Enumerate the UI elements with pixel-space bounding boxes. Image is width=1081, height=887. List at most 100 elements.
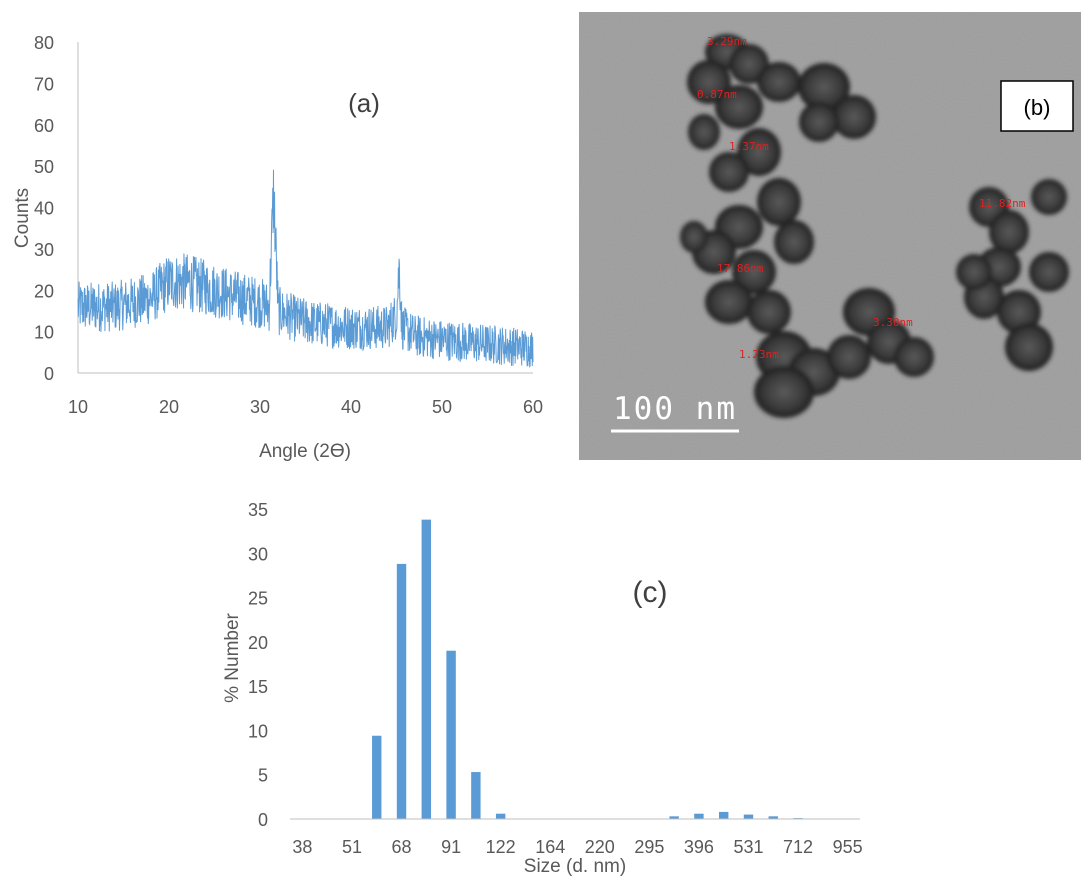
x-tick-label: 68 — [392, 837, 412, 857]
y-tick-label: 0 — [44, 364, 54, 384]
y-tick-label: 10 — [248, 721, 268, 741]
nanoparticle — [827, 335, 871, 379]
bar-91 — [446, 650, 456, 819]
y-tick-label: 30 — [34, 240, 54, 260]
y-axis: 0 10 20 30 40 50 60 70 80 — [34, 33, 79, 384]
x-tick-label: 531 — [733, 837, 763, 857]
nanoparticle-clusters — [680, 34, 1069, 418]
nanoparticle — [737, 128, 781, 176]
panel-label-box-b — [1000, 80, 1074, 132]
bar-615 — [768, 816, 778, 819]
bar-79 — [421, 519, 432, 819]
nanoparticle — [894, 337, 934, 377]
x-tick-label: 122 — [486, 837, 516, 857]
y-tick-label: 15 — [248, 677, 268, 697]
measurement-labels: 3.29nm 0.87nm 1.37nm 11.82nm 17.86nm 3.30nm 1.… — [697, 35, 1026, 361]
x-tick-label: 91 — [441, 837, 461, 857]
nanoparticle — [1029, 252, 1069, 292]
measurement-label: 17.86nm — [717, 262, 764, 275]
x-tick-label: 220 — [585, 837, 615, 857]
measurement-label: 3.29nm — [707, 35, 747, 48]
nanoparticle — [989, 210, 1029, 254]
x-axis: 10 20 30 40 50 60 — [68, 372, 543, 417]
y-tick-label: 30 — [248, 544, 268, 564]
bar-459 — [718, 811, 729, 819]
measurement-label: 11.82nm — [979, 197, 1026, 210]
panel-label-b: (b) — [1024, 95, 1051, 120]
y-tick-label: 10 — [34, 323, 54, 343]
panel-label-c: (c) — [633, 576, 668, 609]
x-axis: 38 51 68 91 122 164 220 295 396 531 712 955 — [290, 818, 863, 857]
nanoparticle — [757, 178, 801, 226]
x-tick-label: 50 — [432, 397, 452, 417]
x-tick-label: 712 — [783, 837, 813, 857]
nanoparticle — [705, 280, 753, 324]
y-tick-label: 50 — [34, 157, 54, 177]
measurement-label: 1.23nm — [739, 348, 779, 361]
x-axis-title: Angle (2ϴ) — [259, 441, 351, 462]
x-tick-label: 38 — [292, 837, 312, 857]
x-tick-label: 10 — [68, 397, 88, 417]
scale-bar-label: 100 nm — [613, 391, 737, 427]
x-axis-title: Size (d. nm) — [524, 856, 626, 877]
xrd-chart: 0 10 20 30 40 50 60 70 80 10 20 30 40 50 60 (a) Angle… — [12, 33, 543, 462]
nanoparticle — [956, 254, 992, 290]
nanoparticle — [732, 250, 776, 294]
nanoparticle — [1005, 323, 1053, 371]
nanoparticle — [1031, 179, 1067, 215]
dls-chart: 0 5 10 15 20 25 30 35 38 51 68 91 122 164 220 295 396 53… — [222, 500, 863, 877]
panel-label-a: (a) — [348, 88, 380, 118]
x-tick-label: 20 — [159, 397, 179, 417]
nanoparticle — [715, 85, 763, 129]
y-tick-label: 35 — [248, 500, 268, 520]
y-axis: 0 5 10 15 20 25 30 35 — [248, 500, 268, 830]
dls-chart-panel: 0 5 10 15 20 25 30 35 38 51 68 91 122 164 220 295 396 53… — [200, 470, 900, 882]
y-tick-label: 5 — [258, 766, 268, 786]
bar-106 — [471, 772, 481, 819]
x-tick-label: 295 — [634, 837, 664, 857]
bar-68 — [396, 563, 407, 819]
x-tick-label: 40 — [341, 397, 361, 417]
y-tick-label: 80 — [34, 33, 54, 53]
nanoparticle — [680, 221, 708, 253]
y-axis-title: % Number — [222, 612, 243, 702]
bar-59 — [372, 735, 382, 819]
x-tick-label: 164 — [535, 837, 565, 857]
nanoparticle — [687, 60, 731, 104]
nanoparticle — [688, 114, 720, 150]
y-tick-label: 70 — [34, 74, 54, 94]
y-tick-label: 60 — [34, 116, 54, 136]
measurement-label: 1.37nm — [729, 140, 769, 153]
tem-image-panel: 3.29nm 0.87nm 1.37nm 11.82nm 17.86nm 3.30nm 1.… — [579, 12, 1081, 460]
y-tick-label: 0 — [258, 810, 268, 830]
nanoparticle — [997, 290, 1041, 334]
measurement-label: 0.87nm — [697, 88, 737, 101]
y-tick-label: 20 — [248, 633, 268, 653]
xrd-pattern-line — [77, 169, 534, 368]
nanoparticle — [832, 95, 876, 139]
xrd-chart-panel: 0 10 20 30 40 50 60 70 80 10 20 30 40 50 60 (a) Angle… — [0, 0, 560, 470]
nanoparticle — [774, 220, 814, 264]
series-group — [77, 169, 534, 368]
nanoparticle — [799, 102, 839, 142]
x-tick-label: 30 — [250, 397, 270, 417]
nanoparticle — [754, 366, 814, 418]
bar-531 — [743, 814, 754, 819]
nanoparticle — [709, 152, 749, 192]
tem-image: 3.29nm 0.87nm 1.37nm 11.82nm 17.86nm 3.30nm 1.… — [579, 12, 1081, 460]
nanoparticle — [798, 63, 850, 111]
y-axis-title: Counts — [12, 188, 33, 248]
bar-group — [372, 519, 803, 819]
x-tick-label: 955 — [833, 837, 863, 857]
bar-396 — [694, 813, 704, 819]
nanoparticle — [757, 62, 801, 102]
x-tick-label: 60 — [523, 397, 543, 417]
y-tick-label: 20 — [34, 281, 54, 301]
measurement-label: 3.30nm — [873, 316, 913, 329]
y-tick-label: 40 — [34, 199, 54, 219]
bar-342 — [669, 816, 679, 819]
x-tick-label: 51 — [342, 837, 362, 857]
x-tick-label: 396 — [684, 837, 714, 857]
y-tick-label: 25 — [248, 589, 268, 609]
bar-122 — [495, 813, 506, 819]
